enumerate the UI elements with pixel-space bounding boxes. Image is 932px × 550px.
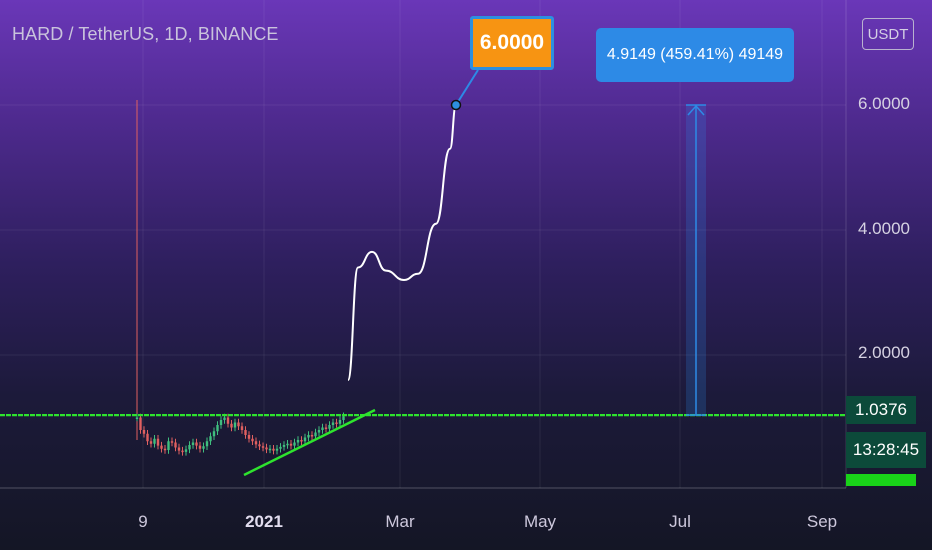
candle-body (261, 446, 265, 448)
candle-body (296, 440, 300, 443)
ascending-trendline (243, 408, 376, 477)
candle-body (240, 426, 244, 430)
candle-body (265, 447, 268, 450)
candle-body (219, 420, 223, 425)
y-tick-label: 4.0000 (858, 219, 910, 238)
candle-body (279, 446, 282, 449)
candle-body (226, 417, 230, 424)
candle-body (307, 435, 310, 438)
x-tick-label: Sep (806, 512, 838, 531)
y-tick-label: 2.0000 (858, 343, 910, 362)
x-tick-label: 2021 (245, 512, 283, 531)
currency-badge-button[interactable]: USDT (862, 18, 914, 50)
candle-body (247, 435, 251, 439)
candle-body (216, 425, 219, 432)
candle-body (156, 438, 160, 446)
candle-body (202, 446, 205, 449)
candle-body (251, 438, 254, 442)
candle-body (317, 430, 321, 433)
candle-body (342, 416, 345, 420)
candle-body (205, 441, 209, 447)
x-tick-label: Mar (385, 512, 415, 531)
candle-body (335, 422, 338, 424)
candle-body (331, 422, 335, 425)
candles-group (135, 100, 345, 456)
candle-body (268, 448, 272, 451)
candle-body (177, 447, 181, 451)
candle-body (167, 441, 170, 450)
candle-body (258, 444, 261, 447)
candle-body (146, 433, 149, 442)
candle-body (160, 445, 163, 449)
last-price-tag: 1.0376 (846, 396, 916, 424)
price-axis-marker (846, 474, 916, 486)
candle-body (254, 441, 258, 445)
candle-body (237, 422, 240, 427)
bar-countdown-tag: 13:28:45 (846, 432, 926, 468)
candle-body (230, 423, 233, 428)
candle-body (181, 450, 184, 453)
candle-body (324, 427, 328, 429)
target-point-marker (450, 99, 462, 111)
candle-body (142, 430, 146, 434)
candle-body (233, 422, 237, 428)
candle-body (303, 437, 307, 442)
candle-body (286, 443, 289, 446)
candle-body (321, 427, 324, 430)
candle-body (191, 442, 195, 445)
price-range-measure-label[interactable]: 4.9149 (459.41%) 49149 (596, 28, 794, 82)
candle-body (198, 445, 202, 449)
candle-body (195, 442, 198, 446)
candle-body (275, 448, 279, 451)
candle-body (300, 440, 303, 442)
candle-body (135, 417, 139, 419)
candle-body (163, 448, 167, 451)
candle-body (314, 432, 317, 437)
candle-body (289, 443, 293, 446)
drawings-group (0, 69, 846, 477)
candle-body (188, 445, 191, 450)
x-tick-label: May (523, 512, 557, 531)
symbol-title: HARD / TetherUS, 1D, BINANCE (12, 24, 279, 44)
candle-body (223, 417, 226, 420)
candle-body (153, 438, 156, 444)
candle-body (184, 449, 188, 452)
target-price-callout[interactable]: 6.0000 (470, 16, 554, 70)
candle-body (139, 417, 142, 430)
measure-arrowhead (687, 104, 705, 116)
callout-connector (455, 69, 479, 106)
candle-body (149, 441, 153, 444)
y-tick-label: 6.0000 (858, 94, 910, 113)
candle-body (174, 442, 177, 448)
candle-body (338, 420, 342, 424)
candle-body (244, 430, 247, 435)
projection-curve (347, 104, 457, 381)
candle-body (293, 442, 296, 446)
candle-body (310, 435, 314, 437)
candle-body (328, 425, 331, 429)
candle-body (170, 441, 174, 443)
candle-body (272, 448, 275, 451)
x-tick-label: 9 (138, 512, 148, 531)
x-tick-label: Jul (669, 512, 691, 531)
candle-body (282, 445, 286, 447)
candle-body (212, 431, 216, 437)
candle-body (209, 436, 212, 442)
